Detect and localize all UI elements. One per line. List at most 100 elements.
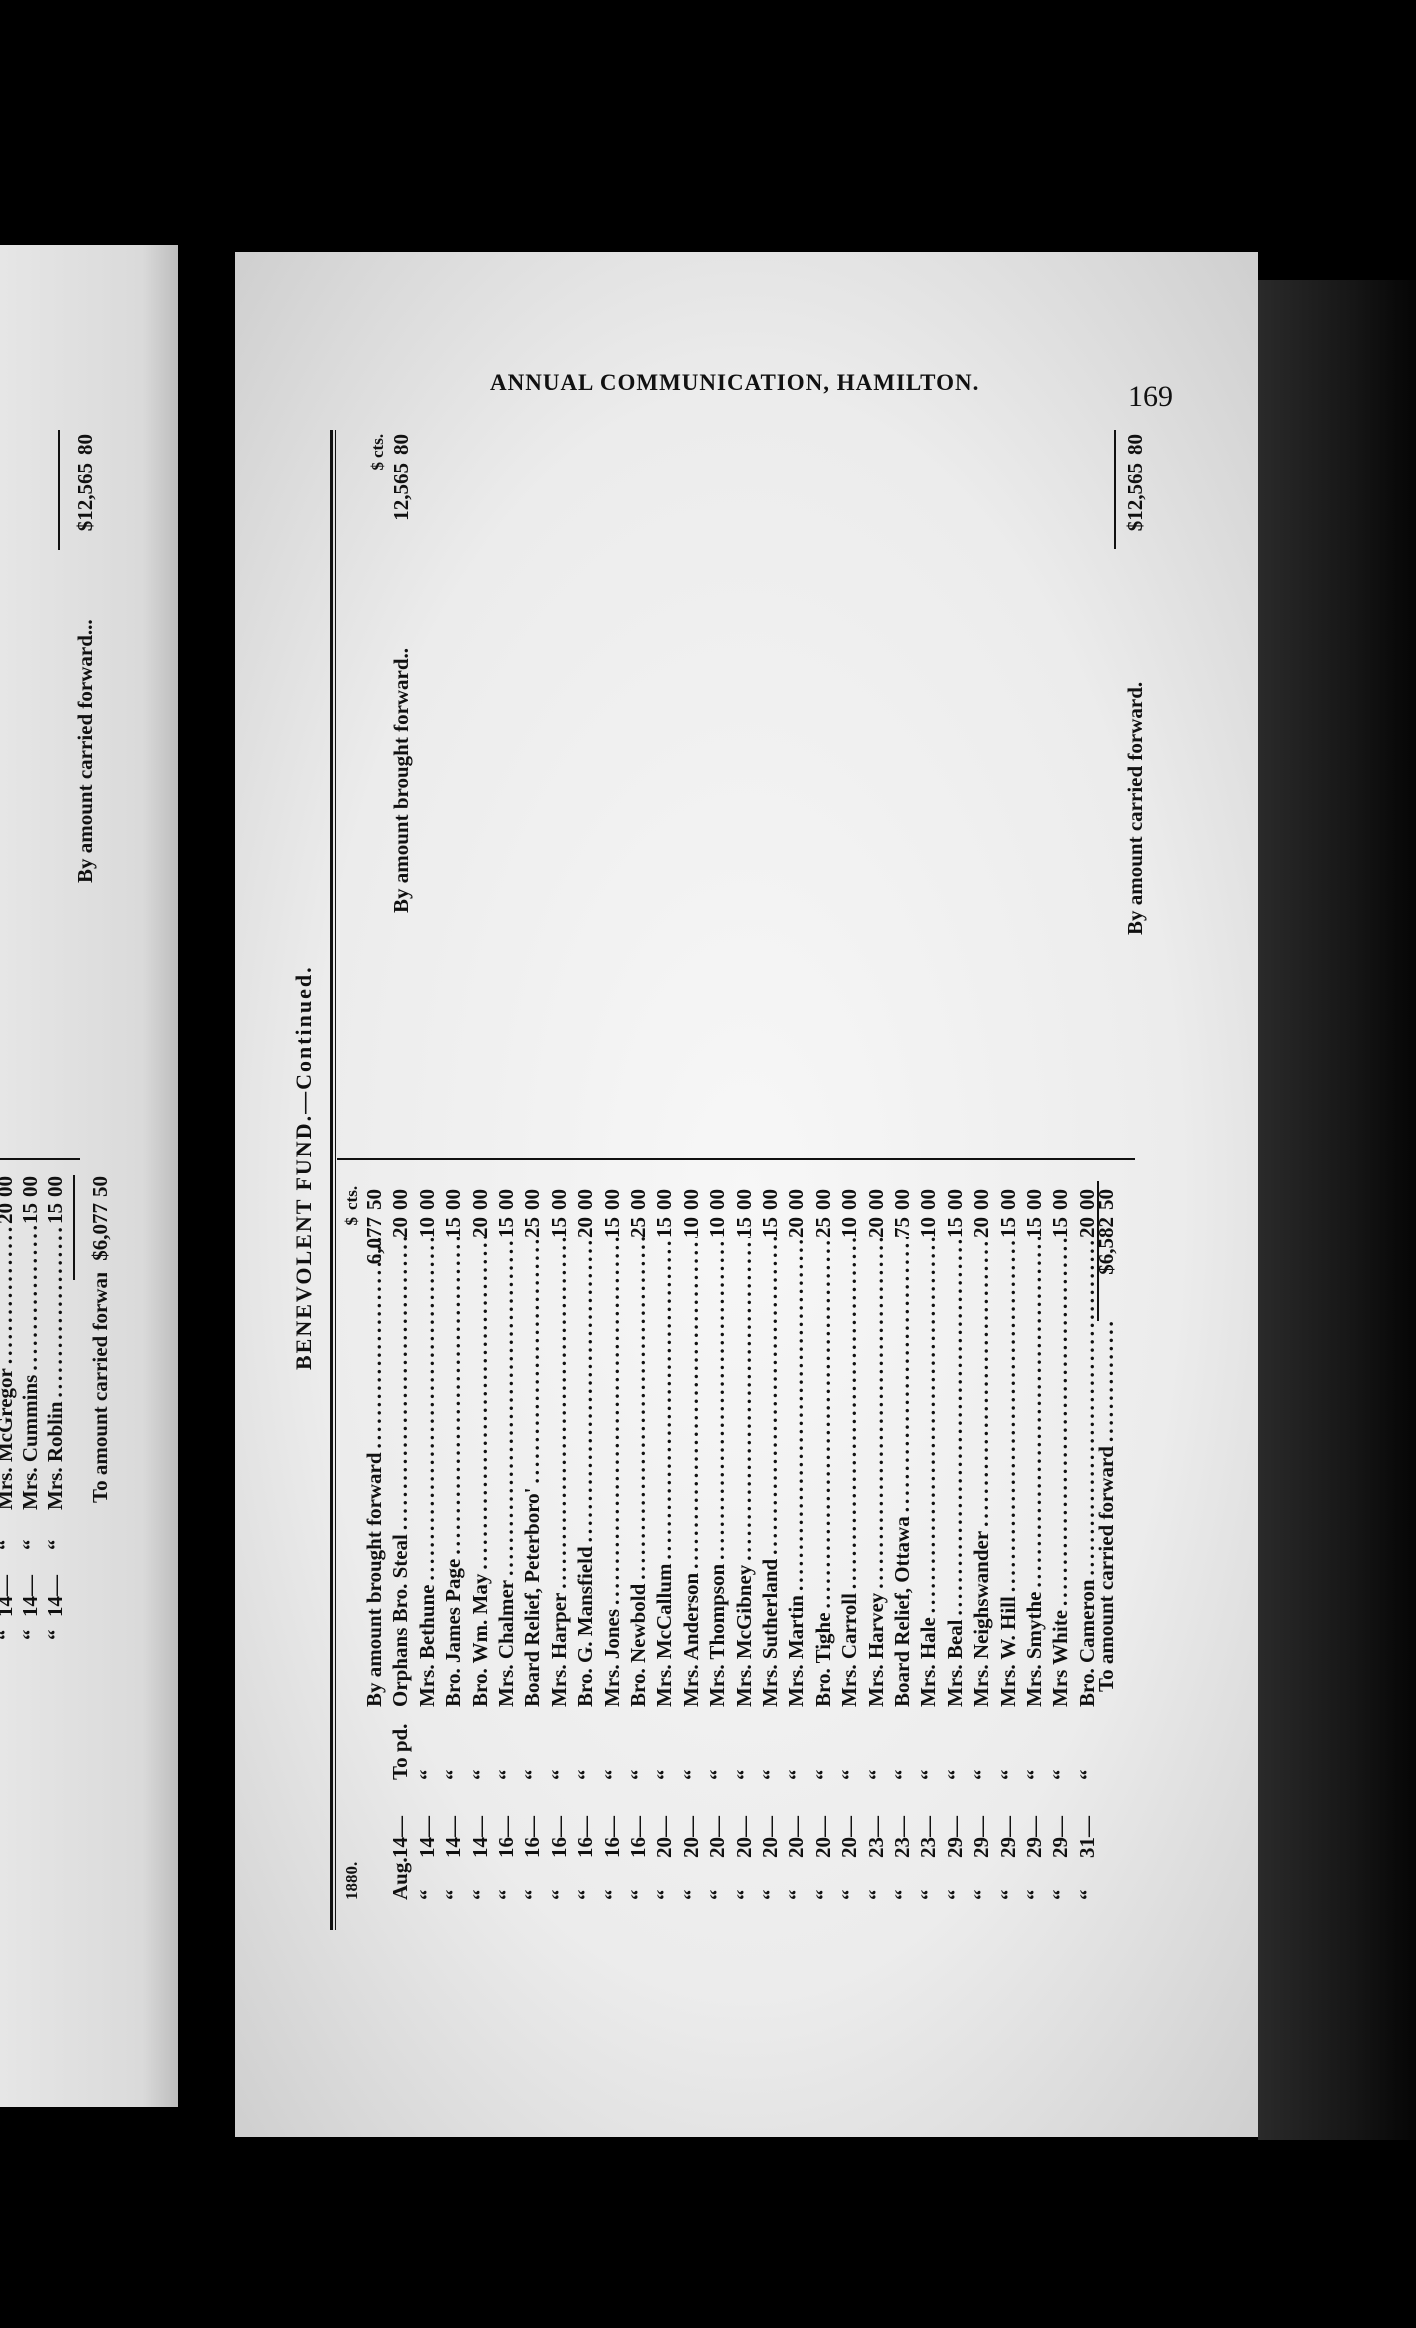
entry-cents: 00 [784,1189,809,1210]
total-rule [73,1175,75,1280]
entry-dollars: 15 [731,1217,756,1238]
entry-label: Mrs. Beal [942,1619,967,1707]
entry-description: Mrs. McCallum [651,1237,677,1707]
ledger-entry-row: “ 29— “ Mrs. Beal 15 00 [942,1160,968,1930]
entry-cents: 00 [1048,1189,1073,1210]
ledger-entry-row: “ 14— “ Bro. James Page 15 00 [440,1160,466,1930]
entry-dollars: 20 [863,1217,888,1238]
entry-label: Mrs. Jones [599,1609,624,1707]
entry-prefix: “ [494,1769,518,1781]
entry-dollars: 15 [758,1217,782,1238]
ledger-entry-row: “14—“Mrs. Cummins1500 [17,1160,43,1930]
entry-day: 29— [995,1816,1020,1858]
entry-description: Mrs. Sutherland [757,1237,783,1707]
entry-cents: 00 [810,1189,835,1210]
ledger-title: BENEVOLENT FUND.—Continued. [291,965,316,1370]
ledger-entry-row: “ 20— “ Mrs. Sutherland 15 00 [757,1160,783,1930]
entry-description: Bro. Newbold [625,1237,651,1707]
entry-cents: 00 [43,1176,67,1197]
entry-description: Mrs. Carroll [836,1237,862,1707]
entry-day: 14— [414,1816,439,1858]
total-rule [58,430,60,550]
entry-day: 14— [18,1575,42,1617]
entry-day: 23— [916,1816,941,1858]
entry-prefix: “ [441,1769,466,1781]
entry-cents: 00 [652,1189,677,1210]
entry-cents: 00 [494,1189,518,1210]
ledger-entry-row: “14—“Mrs. Roblin1500 [42,1160,68,1930]
page-number: 169 [1128,380,1173,413]
entry-label: Mrs. W. Hill [995,1596,1020,1707]
credit-brought-forward: By amount brought forward.. 12,565 80 [389,434,413,913]
ledger-entry-row: “ 20— “ Mrs. Carroll 10 00 [836,1160,862,1930]
entry-day: 16— [599,1816,624,1858]
entry-label: Mrs. Cummins [18,1374,42,1510]
entry-label: Orphans Bro. Steal [388,1534,413,1707]
ledger-entry-row: Aug.14— To pd. Orphans Bro. Steal 20 00 [387,1160,413,1930]
debit-carried-forward: To amount carried forward $6,582 50 [1093,1160,1119,1930]
ledger-entry-row: “ 20— “ Bro. Tighe 25 00 [810,1160,836,1930]
entry-month: “ [494,1889,518,1901]
entry-label: Bro. Wm. May [467,1573,492,1707]
entry-cents: 00 [599,1189,624,1210]
entry-month: “ [890,1889,914,1901]
entry-description: Board Relief, Peterboro' [519,1237,545,1707]
entry-dollars: 20 [969,1217,994,1238]
entry-month: “ [758,1889,782,1901]
ledger-entry-row: “ 14— “ Bro. Wm. May 20 00 [467,1160,493,1930]
entry-label: Bro. Newbold [626,1583,650,1707]
entry-month: “ [1048,1889,1073,1901]
entry-description: Mrs. Neighswander [968,1237,994,1707]
ledger-entry-row: “ 23— “ Mrs. Harvey 20 00 [863,1160,889,1930]
entry-label: Bro. Tighe [810,1612,835,1707]
entry-label: Mrs. Harper [546,1592,571,1707]
entry-description: Mrs. Jones [599,1237,625,1707]
entry-description: Mrs. McGibney [731,1237,757,1707]
entry-dollars: 10 [837,1217,862,1238]
entry-label: Bro. G. Mansfield [573,1546,598,1707]
entry-day: 29— [969,1816,994,1858]
scan-background-edge [1258,280,1416,2140]
entry-day: 16— [520,1816,545,1858]
entry-description: Orphans Bro. Steal [387,1237,413,1707]
entry-cents: 00 [626,1189,650,1210]
entry-cents: 00 [441,1189,466,1210]
entry-dollars: 25 [626,1217,650,1238]
entry-month: “ [626,1889,650,1901]
ledger-entry-row: “ 29— “ Mrs. W. Hill 15 00 [995,1160,1021,1930]
entry-day: 20— [758,1816,782,1858]
entry-month: “ [678,1889,703,1901]
entry-day: 14— [0,1575,17,1617]
previous-debit-carried-forward: To amount carried forward.. $6,077 50 [88,1176,112,1503]
entry-day: 20— [705,1816,730,1858]
entry-day: 16— [546,1816,571,1858]
entry-day: 16— [494,1816,518,1858]
ledger-entry-row: “ 20— “ Mrs. Martin 20 00 [783,1160,809,1930]
entry-description: Mrs. Bethune [414,1237,440,1708]
ledger-entry-row: “ 16— “ Board Relief, Peterboro' 25 00 [519,1160,545,1930]
dot-leader [1093,1320,1119,1446]
entry-prefix: To pd. [388,1723,413,1780]
entry-label: Mrs. Sutherland [758,1558,782,1707]
entry-day: 20— [784,1816,809,1858]
entry-month: “ [810,1889,835,1901]
entry-prefix: “ [969,1769,994,1781]
entry-cents: 00 [678,1189,703,1210]
entry-dollars: 15 [599,1217,624,1238]
entry-day: 14— [388,1816,413,1858]
entry-label: Mrs. Neighswander [969,1530,994,1707]
entry-day: 16— [626,1816,650,1858]
previous-page-ledger: “14—“Mrs. McGregor2000“14—“Mrs. Cummins1… [0,430,140,1930]
entry-prefix: “ [414,1769,439,1781]
entry-month: “ [599,1889,624,1901]
entry-dollars: 15 [1048,1217,1073,1238]
entry-dollars: 25 [810,1217,835,1238]
ledger-entry-row: “ 16— “ Bro. G. Mansfield 20 00 [572,1160,598,1930]
entry-description: Mrs. Harper [546,1237,572,1707]
entry-dollars: 10 [414,1217,439,1238]
previous-page-fragment: “14—“Mrs. McGregor2000“14—“Mrs. Cummins1… [0,245,178,2107]
entry-month: “ [784,1889,809,1901]
ledger-entry-row: “ 23— “ Board Relief, Ottawa 75 00 [889,1160,915,1930]
entry-cents: 00 [758,1189,782,1210]
entry-prefix: “ [520,1769,545,1781]
